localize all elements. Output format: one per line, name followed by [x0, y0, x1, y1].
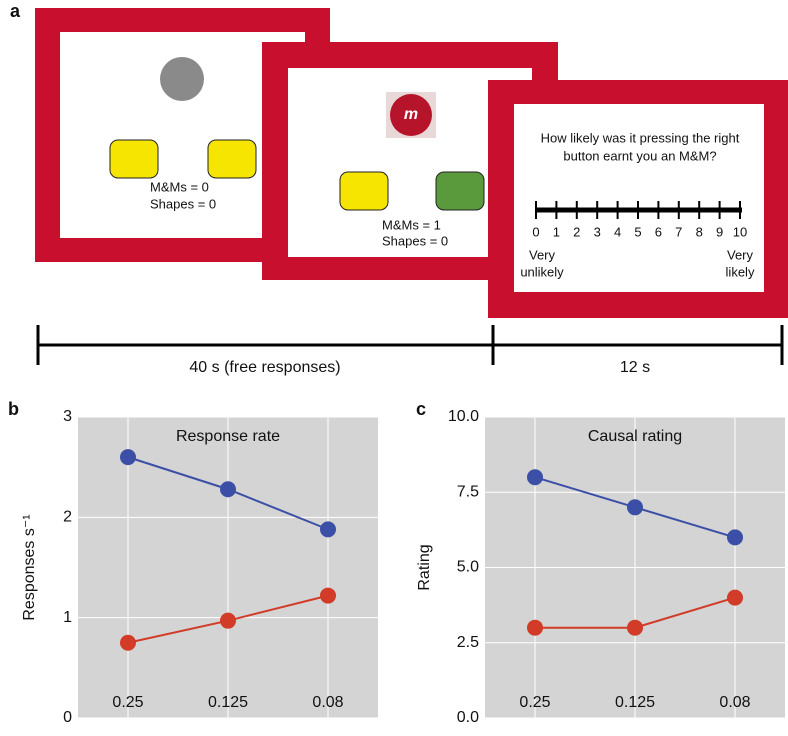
anchor-label: Very	[529, 247, 556, 262]
x-tick-label: 0.25	[519, 694, 550, 711]
x-tick-label: 0.08	[312, 694, 343, 711]
data-point	[527, 619, 543, 636]
question: How likely was it pressing the right	[541, 130, 740, 145]
scale-number: 0	[532, 224, 539, 239]
button	[435, 171, 485, 211]
y-tick-label: 10.0	[448, 408, 479, 425]
anchor-label: likely	[726, 264, 755, 279]
timeline: 40 s (free responses) 12 s	[36, 325, 784, 376]
scale-number: 3	[594, 224, 601, 239]
chart-title: Causal rating	[588, 428, 682, 445]
data-point	[320, 587, 336, 604]
panel-label: c	[416, 399, 426, 419]
data-point	[220, 481, 236, 498]
data-point	[627, 619, 643, 636]
y-tick-label: 5.0	[457, 559, 479, 576]
scale-number: 1	[553, 224, 560, 239]
data-point	[120, 449, 136, 466]
y-tick-label: 7.5	[457, 483, 479, 500]
mm-icon	[390, 94, 432, 136]
x-tick-label: 0.125	[208, 694, 248, 711]
counter: Shapes = 0	[382, 233, 448, 248]
screen	[514, 104, 764, 292]
y-axis-label: Rating	[416, 544, 433, 590]
button	[207, 139, 257, 179]
anchor-label: Very	[727, 247, 754, 262]
chart-title: Response rate	[176, 428, 280, 445]
y-tick-label: 2.5	[457, 634, 479, 651]
scale-number: 2	[573, 224, 580, 239]
scale-number: 8	[696, 224, 703, 239]
button	[339, 171, 389, 211]
button	[109, 139, 159, 179]
x-tick-label: 0.25	[112, 694, 143, 711]
icon-letter: m	[404, 106, 418, 123]
timeline-label: 12 s	[620, 359, 650, 376]
y-axis-label: Responses s⁻¹	[21, 514, 38, 620]
y-tick-label: 3	[63, 408, 72, 425]
counter: M&Ms = 0	[150, 179, 209, 194]
stimulus	[160, 57, 204, 101]
data-point	[727, 589, 743, 606]
scale-number: 10	[733, 224, 747, 239]
timeline-label: 40 s (free responses)	[189, 359, 340, 376]
scale-number: 4	[614, 224, 621, 239]
x-tick-label: 0.08	[719, 694, 750, 711]
data-point	[527, 469, 543, 486]
data-point	[120, 634, 136, 651]
y-tick-label: 1	[63, 609, 72, 626]
y-tick-label: 0	[63, 709, 72, 726]
scale-number: 7	[675, 224, 682, 239]
counter: Shapes = 0	[150, 196, 216, 211]
counter: M&Ms = 1	[382, 217, 441, 232]
data-point	[627, 499, 643, 516]
x-tick-label: 0.125	[615, 694, 655, 711]
panel-label: a	[10, 1, 21, 21]
data-point	[220, 612, 236, 629]
anchor-label: unlikely	[520, 264, 564, 279]
data-point	[320, 521, 336, 538]
question: button earnt you an M&M?	[563, 148, 716, 163]
screen-3: How likely was it pressing the right but…	[488, 80, 788, 318]
scale-number: 6	[655, 224, 662, 239]
y-tick-label: 0.0	[457, 709, 479, 726]
data-point	[727, 529, 743, 546]
scale-number: 9	[716, 224, 723, 239]
y-tick-label: 2	[63, 509, 72, 526]
scale-number: 5	[634, 224, 641, 239]
panel-label: b	[8, 399, 19, 419]
